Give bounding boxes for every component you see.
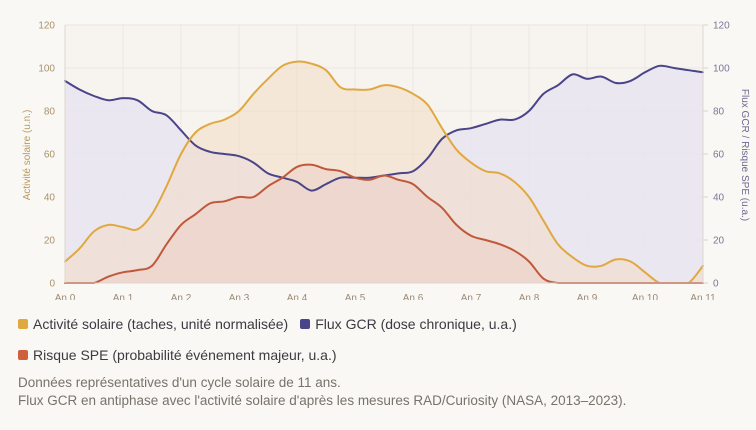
x-tick-label: An 0 xyxy=(55,293,76,300)
legend-label-gcr: Flux GCR (dose chronique, u.a.) xyxy=(315,316,517,332)
y-axis-title-right: Flux GCR / Risque SPE (u.a.) xyxy=(739,89,750,221)
x-tick-label: An 11 xyxy=(690,293,716,300)
x-tick-label: An 7 xyxy=(461,293,482,300)
x-tick-label: An 6 xyxy=(403,293,424,300)
y-tick-label-right: 80 xyxy=(713,107,725,118)
legend-item-solar[interactable]: Activité solaire (taches, unité normalis… xyxy=(18,316,288,332)
y-tick-label-right: 0 xyxy=(713,279,719,290)
x-tick-label: An 9 xyxy=(577,293,598,300)
legend-swatch-gcr xyxy=(300,319,311,329)
legend-swatch-spe xyxy=(18,350,28,360)
x-tick-label: An 4 xyxy=(287,293,308,300)
y-tick-label-left: 20 xyxy=(44,236,56,247)
legend-label-spe: Risque SPE (probabilité événement majeur… xyxy=(33,347,337,363)
legend-label-solar: Activité solaire (taches, unité normalis… xyxy=(33,316,289,332)
y-tick-label-left: 60 xyxy=(44,150,56,161)
legend-item-spe[interactable]: Risque SPE (probabilité événement majeur… xyxy=(18,347,337,363)
line-solar xyxy=(64,60,704,285)
legend-row-2: Risque SPE (probabilité événement majeur… xyxy=(18,347,349,363)
y-tick-label-right: 120 xyxy=(713,21,730,32)
x-tick-label: An 2 xyxy=(171,293,192,300)
y-tick-label-right: 100 xyxy=(713,64,730,75)
y-tick-label-right: 40 xyxy=(713,193,725,204)
area-spe xyxy=(65,164,703,283)
y-tick-label-left: 120 xyxy=(38,21,55,32)
note-line-2: Flux GCR en antiphase avec l'activité so… xyxy=(18,393,627,408)
y-tick-label-right: 20 xyxy=(713,236,725,247)
y-tick-label-left: 80 xyxy=(44,107,56,118)
y-tick-label-right: 60 xyxy=(713,150,725,161)
y-tick-label-left: 0 xyxy=(49,279,55,290)
note-line-1: Données représentatives d'un cycle solai… xyxy=(18,375,341,390)
legend-swatch-solar xyxy=(18,319,28,329)
x-tick-label: An 10 xyxy=(632,293,659,300)
x-tick-label: An 3 xyxy=(229,293,250,300)
y-tick-label-left: 100 xyxy=(38,64,55,75)
chart: 0 0 20 20 40 40 60 60 80 80 100 100 120 120 An 0 An 1 An… xyxy=(22,21,750,301)
y-axis-title-left: Activité solaire (u.n.) xyxy=(22,110,33,201)
legend-item-gcr[interactable]: Flux GCR (dose chronique, u.a.) xyxy=(300,316,517,332)
legend-row-1: Activité solaire (taches, unité normalis… xyxy=(18,316,529,332)
series-areas xyxy=(65,61,703,283)
x-tick-label: An 8 xyxy=(519,293,540,300)
x-tick-label: An 1 xyxy=(113,293,134,300)
x-tick-label: An 5 xyxy=(345,293,366,300)
axes: 0 0 20 20 40 40 60 60 80 80 100 100 120 120 An 0 An 1 An… xyxy=(38,21,730,301)
y-tick-label-left: 40 xyxy=(44,193,56,204)
